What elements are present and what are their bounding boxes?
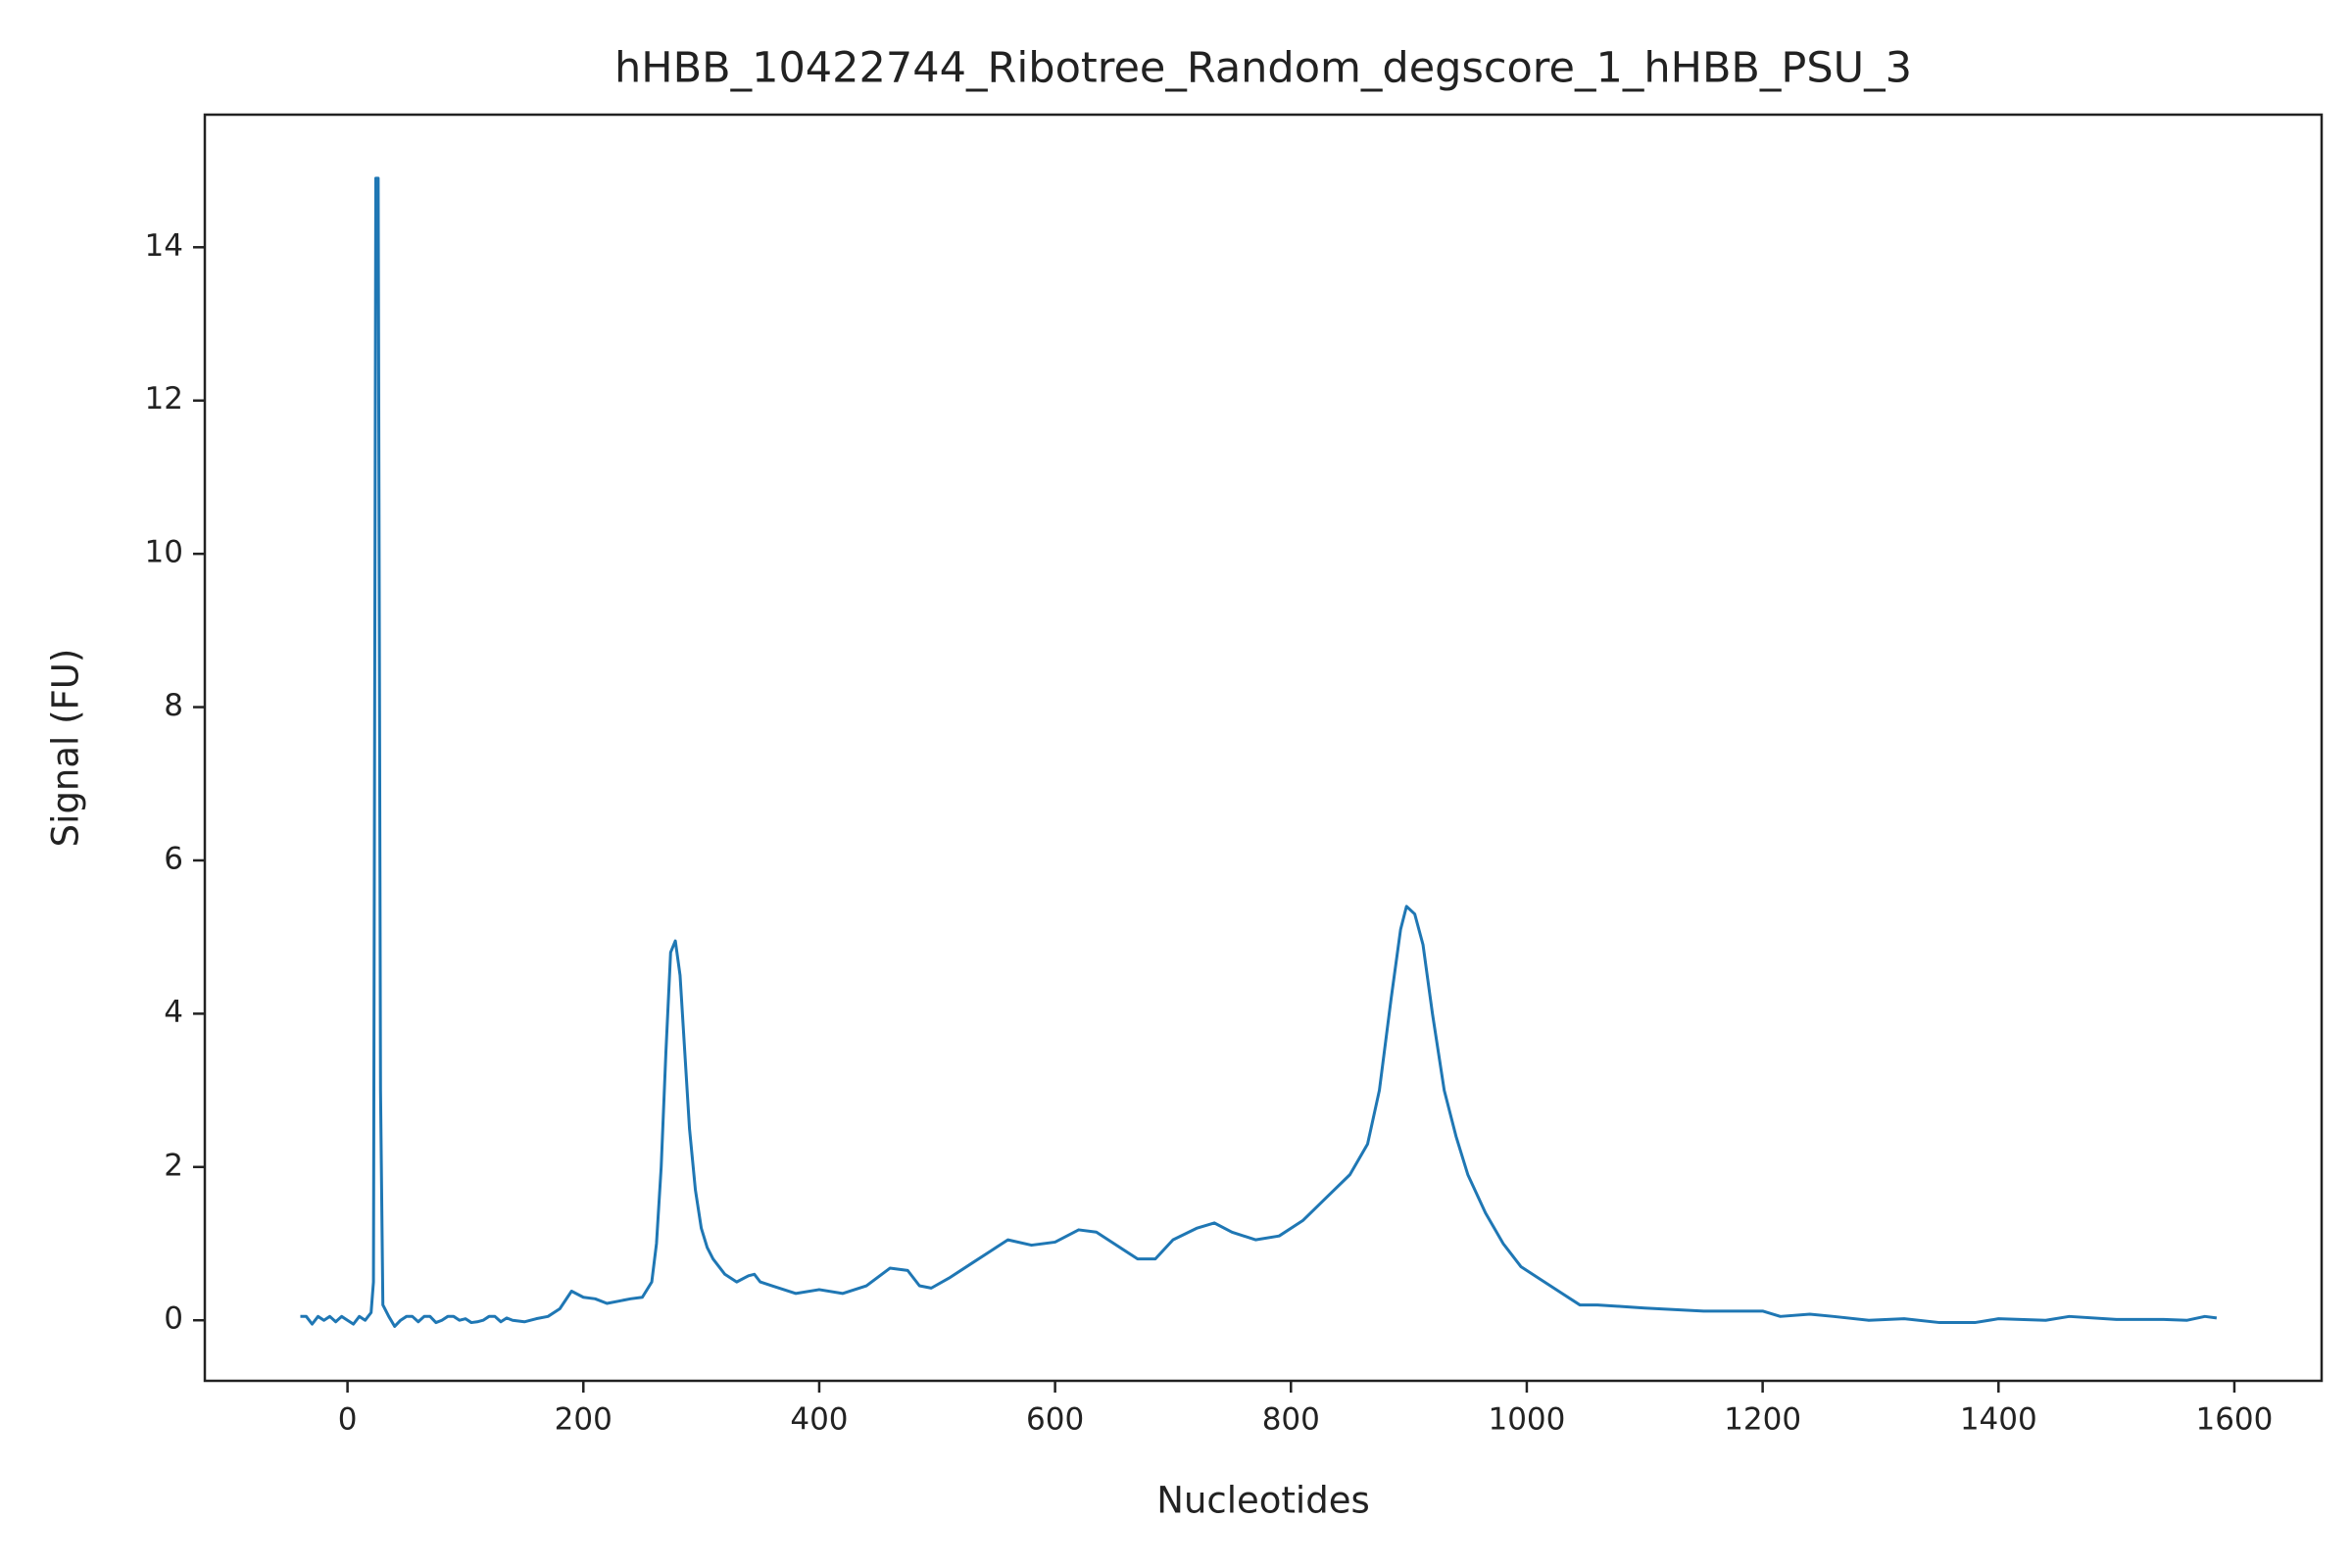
x-tick-label: 200 [555,1402,612,1438]
x-tick-label: 1400 [1960,1402,2037,1438]
chart-title: hHBB_10422744_Ribotree_Random_degscore_1… [614,44,1912,93]
x-tick-label: 0 [338,1402,358,1438]
y-tick-label: 8 [164,688,183,723]
y-tick-label: 4 [164,995,183,1030]
x-tick-label: 1600 [2195,1402,2273,1438]
y-tick-label: 10 [145,535,183,570]
y-tick-label: 2 [164,1148,183,1183]
x-tick-label: 600 [1026,1402,1084,1438]
signal-line [300,176,2218,1328]
y-tick-label: 6 [164,841,183,876]
y-tick-label: 12 [145,381,183,416]
y-axis-label: Signal (FU) [45,649,87,848]
x-axis-label: Nucleotides [1156,1480,1369,1522]
x-tick-label: 800 [1262,1402,1320,1438]
x-tick-label: 400 [790,1402,848,1438]
x-tick-label: 1200 [1724,1402,1801,1438]
y-tick-label: 14 [145,228,183,264]
y-tick-label: 0 [164,1301,183,1337]
x-tick-label: 1000 [1488,1402,1565,1438]
plot-frame [203,113,2324,1383]
